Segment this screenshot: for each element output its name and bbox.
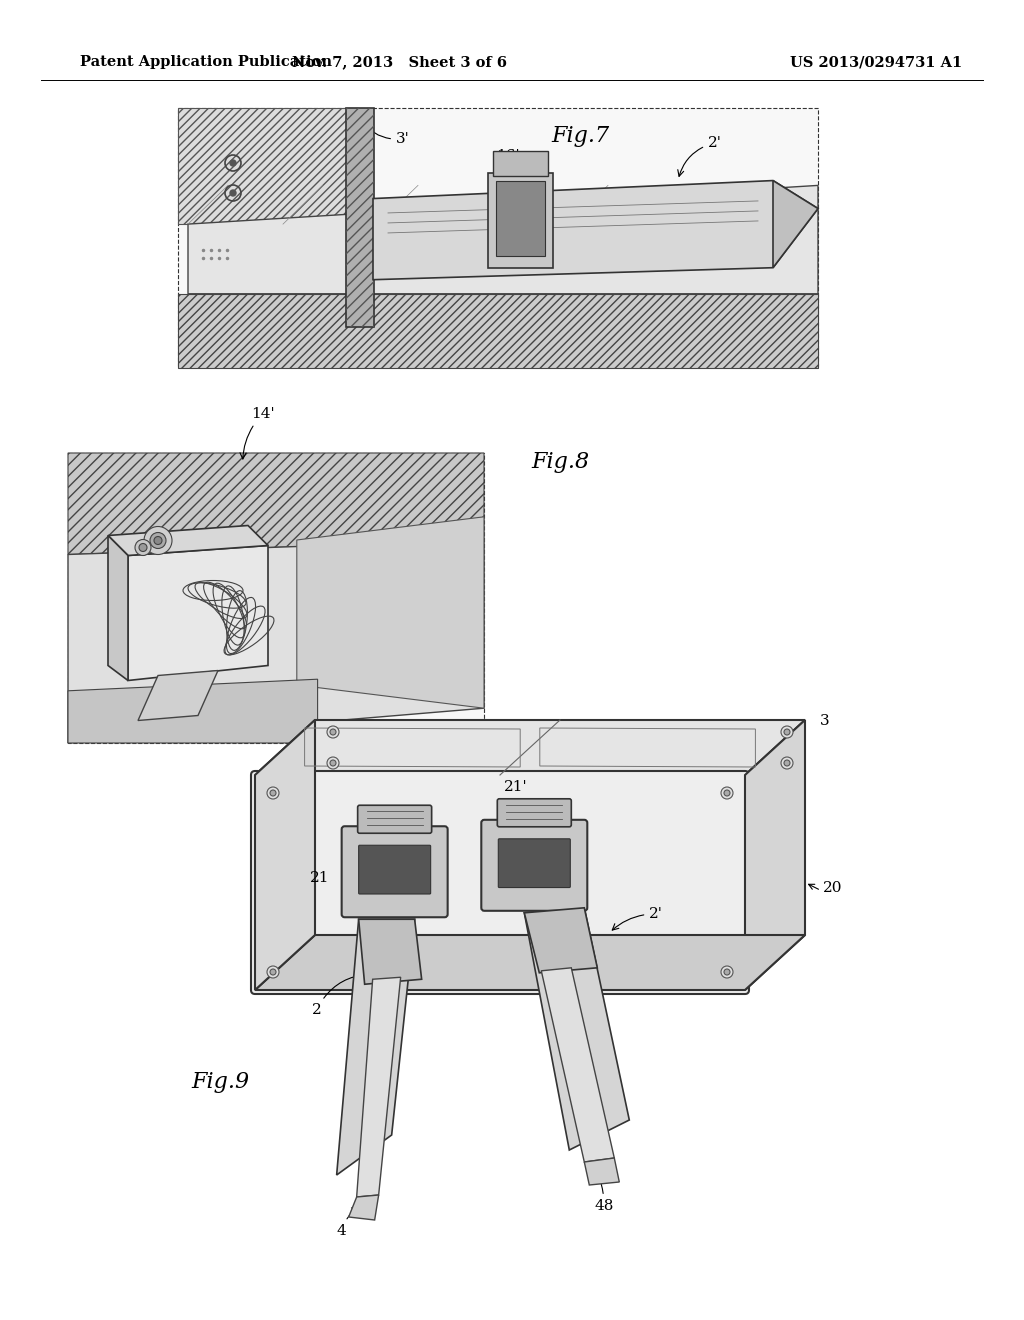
FancyBboxPatch shape	[251, 771, 749, 994]
FancyBboxPatch shape	[342, 826, 447, 917]
Polygon shape	[773, 181, 818, 268]
Polygon shape	[108, 525, 268, 556]
Circle shape	[545, 818, 553, 826]
Polygon shape	[356, 977, 400, 1197]
Polygon shape	[745, 719, 805, 990]
Circle shape	[270, 789, 276, 796]
Text: 2: 2	[311, 972, 368, 1018]
Text: Patent Application Publication: Patent Application Publication	[80, 55, 332, 69]
Bar	[493, 150, 548, 176]
Circle shape	[230, 190, 236, 195]
Text: Nov. 7, 2013   Sheet 3 of 6: Nov. 7, 2013 Sheet 3 of 6	[293, 55, 508, 69]
Text: Fig.7: Fig.7	[551, 125, 609, 147]
Polygon shape	[297, 517, 484, 709]
Text: 21: 21	[309, 871, 329, 884]
Bar	[488, 173, 553, 268]
Circle shape	[721, 966, 733, 978]
Polygon shape	[255, 719, 805, 775]
Polygon shape	[68, 680, 317, 743]
Circle shape	[154, 536, 162, 544]
FancyBboxPatch shape	[498, 799, 571, 826]
Polygon shape	[255, 935, 805, 990]
Bar	[496, 181, 545, 256]
Polygon shape	[373, 181, 818, 280]
Circle shape	[144, 527, 172, 554]
Polygon shape	[138, 671, 218, 721]
Polygon shape	[178, 108, 358, 224]
Circle shape	[330, 729, 336, 735]
Circle shape	[784, 729, 790, 735]
Circle shape	[267, 966, 279, 978]
Circle shape	[327, 726, 339, 738]
Text: 21': 21'	[504, 780, 528, 793]
Polygon shape	[188, 185, 818, 294]
Text: 2': 2'	[678, 136, 722, 177]
Text: Fig.8: Fig.8	[530, 451, 589, 473]
Polygon shape	[585, 1158, 620, 1185]
Circle shape	[724, 789, 730, 796]
Circle shape	[150, 532, 166, 549]
Circle shape	[270, 969, 276, 975]
Text: 48: 48	[594, 1176, 613, 1213]
Bar	[346, 108, 374, 327]
Text: Fig.9: Fig.9	[190, 1071, 249, 1093]
Polygon shape	[68, 453, 484, 554]
Bar	[178, 294, 818, 368]
Circle shape	[721, 787, 733, 799]
Text: 2': 2'	[612, 907, 664, 931]
Bar	[68, 453, 484, 743]
Circle shape	[267, 787, 279, 799]
Text: 14': 14'	[240, 407, 274, 459]
Polygon shape	[524, 908, 630, 1150]
Polygon shape	[68, 540, 484, 743]
Text: 3': 3'	[362, 121, 410, 147]
Bar	[178, 108, 818, 366]
Circle shape	[230, 160, 236, 166]
Polygon shape	[524, 908, 597, 973]
Bar	[346, 108, 374, 327]
Text: 4: 4	[337, 1208, 358, 1238]
Circle shape	[781, 756, 793, 770]
FancyBboxPatch shape	[358, 845, 431, 894]
Polygon shape	[128, 545, 268, 681]
Circle shape	[330, 760, 336, 766]
Circle shape	[724, 969, 730, 975]
Circle shape	[781, 726, 793, 738]
Polygon shape	[108, 536, 128, 681]
Polygon shape	[337, 919, 415, 1175]
Circle shape	[139, 544, 147, 552]
Polygon shape	[358, 919, 422, 985]
Circle shape	[784, 760, 790, 766]
Text: US 2013/0294731 A1: US 2013/0294731 A1	[790, 55, 963, 69]
Text: 16': 16'	[497, 149, 520, 162]
Circle shape	[135, 540, 151, 556]
FancyBboxPatch shape	[357, 805, 432, 833]
Polygon shape	[348, 1195, 379, 1220]
Circle shape	[423, 818, 430, 826]
FancyBboxPatch shape	[499, 838, 570, 887]
Polygon shape	[255, 719, 315, 990]
Circle shape	[327, 756, 339, 770]
FancyBboxPatch shape	[481, 820, 588, 911]
Polygon shape	[542, 968, 614, 1162]
Text: 3: 3	[820, 714, 829, 729]
Text: 20: 20	[823, 882, 843, 895]
